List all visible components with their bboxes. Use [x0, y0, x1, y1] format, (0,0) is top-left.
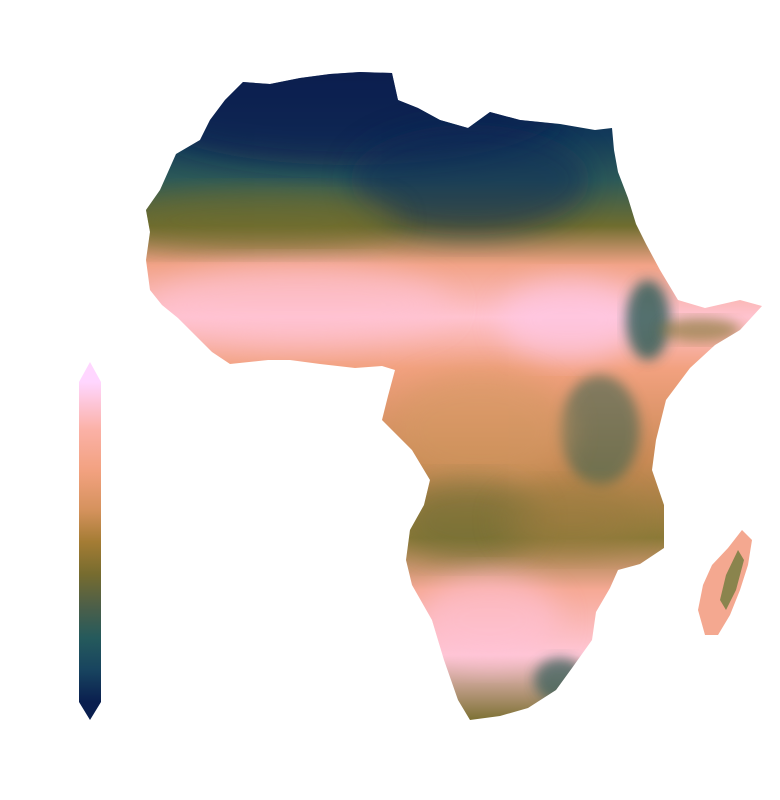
colorbar-gradient — [79, 382, 101, 702]
drakensberg-region — [534, 658, 586, 702]
sahel-band — [146, 190, 400, 250]
angola-plateau — [400, 480, 540, 560]
west-africa-region — [150, 265, 450, 345]
colorbar-extend-min — [79, 702, 101, 720]
congo-basin — [390, 370, 570, 490]
central-sahara-region — [350, 125, 590, 235]
kalahari-region — [420, 575, 560, 665]
colorbar — [79, 362, 101, 720]
madagascar-highlands — [720, 550, 744, 610]
east-african-rift — [560, 375, 640, 485]
sudan-region — [500, 280, 640, 360]
ethiopian-highlands — [626, 280, 670, 360]
zambezi-region — [500, 485, 640, 555]
colorbar-extend-max — [79, 362, 101, 382]
horn-of-africa — [660, 318, 740, 342]
africa-continent — [146, 72, 762, 720]
madagascar — [698, 530, 752, 635]
